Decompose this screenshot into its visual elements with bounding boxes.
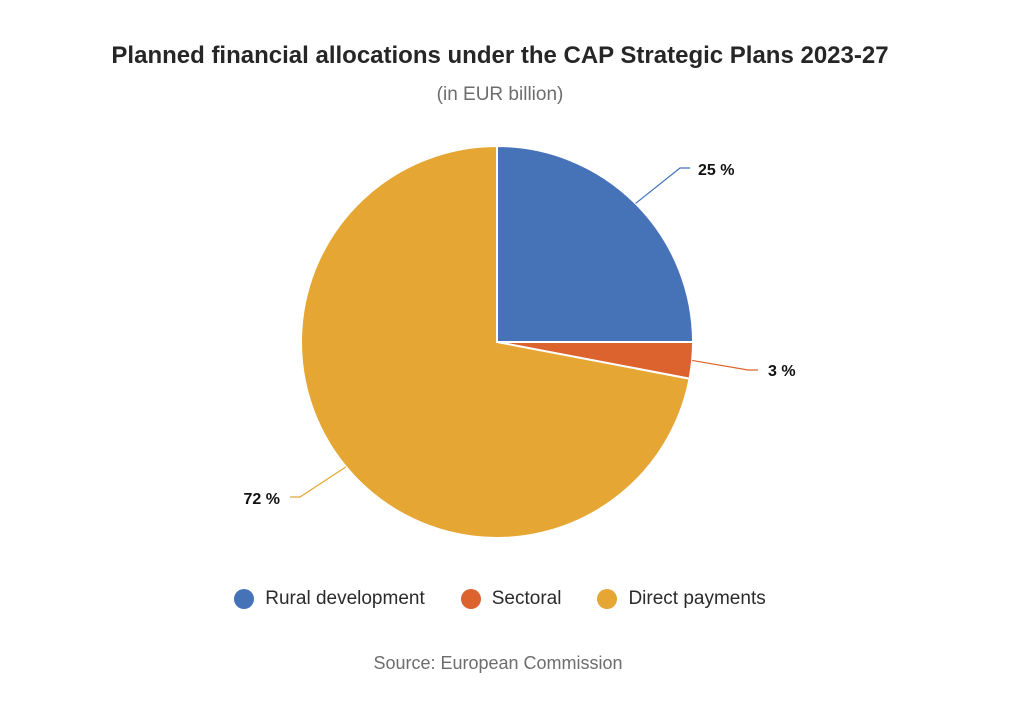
data-label-direct-payments: 72 % [244, 491, 280, 508]
legend-item-sectoral[interactable]: Sectoral [460, 588, 562, 610]
chart-title: Planned financial allocations under the … [111, 42, 889, 69]
leader-line-rural-development [635, 167, 690, 204]
chart-source: Source: European Commission [373, 653, 623, 673]
legend-item-rural-development[interactable]: Rural development [234, 588, 425, 610]
leader-line-sectoral [692, 359, 758, 371]
chart-subtitle: (in EUR billion) [436, 84, 564, 105]
data-label-sectoral: 3 % [768, 363, 796, 380]
legend-label-sectoral: Sectoral [491, 588, 562, 609]
legend-label-rural-development: Rural development [265, 588, 425, 609]
data-label-rural-development: 25 % [698, 162, 734, 179]
pie-slice-direct-payments[interactable] [300, 144, 691, 539]
pie-slice-rural-development[interactable] [496, 144, 695, 343]
chart-legend: Rural development Sectoral Direct paymen… [0, 588, 1000, 610]
leader-line-direct-payments [290, 466, 347, 498]
legend-label-direct-payments: Direct payments [628, 588, 766, 609]
legend-swatch-rural-development [234, 589, 255, 609]
legend-swatch-direct-payments [597, 589, 618, 609]
legend-item-direct-payments[interactable]: Direct payments [597, 588, 766, 610]
legend-swatch-sectoral [460, 589, 481, 609]
